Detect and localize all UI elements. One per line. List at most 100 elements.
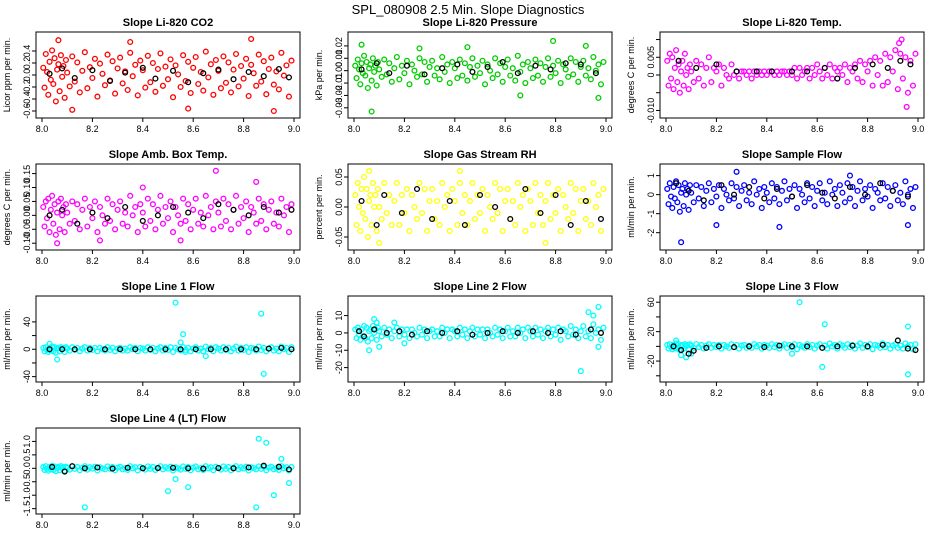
- data-point: [522, 227, 529, 235]
- data-point: [40, 203, 47, 211]
- data-point: [572, 331, 579, 338]
- data-point: [288, 57, 295, 64]
- data-point: [401, 209, 408, 217]
- data-point: [371, 329, 378, 336]
- data-point: [819, 363, 826, 371]
- data-point: [406, 81, 413, 88]
- data-point: [816, 180, 823, 187]
- data-point: [222, 79, 230, 86]
- y-tick-label: -0.4: [22, 91, 32, 107]
- data-point: [66, 220, 73, 227]
- data-point: [169, 94, 177, 101]
- data-point: [751, 178, 758, 185]
- x-tick-label: 8.4: [449, 256, 462, 266]
- data-point: [484, 329, 491, 336]
- data-point: [539, 78, 547, 85]
- data-point: [76, 89, 83, 96]
- data-point: [793, 75, 801, 82]
- data-point: [366, 65, 373, 72]
- data-point: [705, 180, 712, 187]
- data-point: [368, 221, 375, 229]
- data-point: [371, 68, 378, 75]
- data-point: [522, 185, 529, 193]
- y-tick-label: -40: [22, 370, 32, 383]
- data-point: [884, 183, 891, 191]
- y-tick-label: -1.0: [22, 487, 32, 503]
- data-point: [464, 77, 471, 84]
- series-2: [46, 64, 293, 86]
- data-point: [230, 206, 237, 213]
- data-point: [401, 331, 408, 338]
- series-2: [49, 462, 293, 475]
- chart-title: Slope Amb. Box Temp.: [109, 149, 228, 161]
- data-point: [361, 52, 368, 59]
- data-point: [354, 179, 361, 187]
- data-point: [358, 66, 365, 73]
- data-point: [159, 82, 167, 89]
- data-point: [413, 333, 421, 340]
- data-point: [55, 61, 62, 68]
- data-point: [464, 335, 471, 342]
- data-point: [89, 209, 96, 216]
- y-tick-label: 0.00: [22, 207, 32, 225]
- y-tick-label: 0.4: [22, 45, 32, 58]
- data-point: [489, 215, 496, 223]
- data-point: [862, 61, 869, 68]
- data-point: [416, 324, 423, 331]
- data-point: [378, 73, 385, 80]
- data-point: [408, 191, 416, 199]
- data-point: [416, 45, 423, 52]
- data-point: [441, 203, 448, 211]
- data-point: [492, 179, 499, 187]
- data-point: [481, 335, 489, 342]
- data-point: [245, 92, 252, 100]
- data-point: [796, 299, 803, 306]
- data-point: [169, 203, 177, 211]
- plot-frame: [659, 295, 925, 383]
- data-point: [514, 70, 521, 77]
- data-point: [597, 329, 605, 336]
- data-point: [730, 191, 738, 198]
- data-point: [270, 220, 277, 227]
- data-point: [723, 191, 730, 198]
- x-tick-label: 8.0: [348, 388, 361, 398]
- data-point: [678, 346, 685, 354]
- data-point: [907, 57, 914, 64]
- data-point: [227, 89, 235, 96]
- data-point: [542, 239, 549, 247]
- data-point: [114, 65, 121, 72]
- data-point: [260, 462, 267, 469]
- x-tick-label: 9.0: [288, 124, 301, 134]
- data-point: [429, 326, 436, 333]
- data-point: [99, 70, 106, 77]
- data-point: [172, 62, 179, 69]
- data-point: [285, 480, 293, 487]
- data-point: [484, 63, 491, 71]
- data-point: [529, 333, 536, 340]
- data-point: [585, 309, 592, 316]
- data-point: [357, 81, 364, 88]
- data-point: [152, 226, 159, 233]
- data-point: [381, 56, 388, 63]
- data-point: [362, 215, 369, 223]
- data-point: [71, 346, 78, 353]
- x-tick-label: 8.6: [811, 256, 824, 266]
- data-point: [212, 167, 219, 174]
- data-point: [479, 57, 486, 64]
- data-point: [499, 328, 506, 335]
- y-tick-label: 0.15: [22, 165, 32, 183]
- data-point: [693, 182, 700, 189]
- data-point: [713, 193, 720, 200]
- data-point: [733, 68, 740, 75]
- data-point: [205, 74, 212, 81]
- x-tick-label: 8.4: [137, 124, 150, 134]
- data-point: [746, 343, 753, 350]
- data-point: [139, 217, 146, 224]
- data-point: [164, 488, 172, 495]
- data-point: [89, 74, 96, 82]
- data-point: [127, 192, 134, 199]
- data-point: [373, 221, 380, 229]
- series-1: [664, 299, 919, 378]
- data-point: [86, 203, 93, 211]
- data-point: [565, 215, 572, 223]
